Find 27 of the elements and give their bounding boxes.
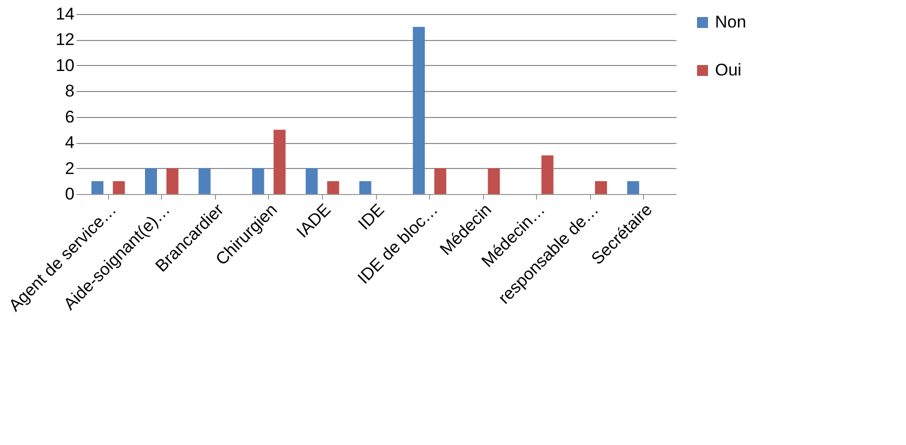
bar: [145, 168, 157, 194]
legend-label: Non: [715, 12, 746, 32]
bar: [198, 168, 211, 194]
bar: [91, 181, 104, 194]
bar: [112, 181, 125, 194]
y-tick-label: 8: [65, 82, 74, 101]
bar: [274, 130, 286, 194]
y-tick-label: 12: [56, 30, 74, 50]
y-tick-label: 0: [65, 184, 74, 204]
y-tick-label: 2: [65, 158, 74, 178]
bar: [252, 168, 264, 194]
x-tick-label: IDE: [354, 200, 388, 234]
bar: [327, 181, 340, 194]
bar: [306, 168, 318, 194]
bar: [541, 155, 554, 194]
bar: [627, 181, 640, 194]
bar: [359, 181, 372, 194]
y-tick-label: 6: [65, 107, 74, 126]
legend-label: Oui: [715, 60, 742, 80]
bar: [434, 168, 446, 194]
bar: [412, 26, 425, 194]
y-tick-label: 10: [56, 56, 74, 75]
bar: [166, 168, 178, 194]
bar: [595, 181, 607, 194]
y-tick-label: 14: [56, 4, 74, 24]
bar: [488, 168, 500, 194]
y-tick-label: 4: [65, 133, 74, 152]
